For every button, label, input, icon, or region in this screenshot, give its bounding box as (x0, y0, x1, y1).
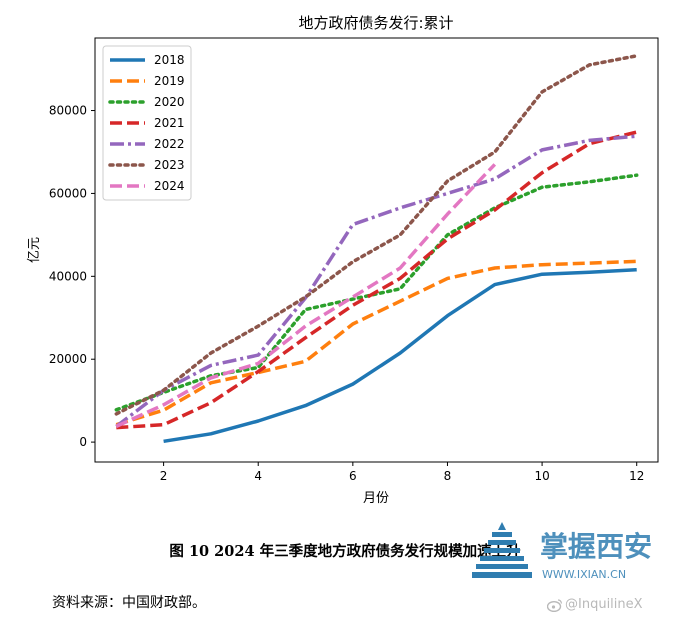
series-line-2019 (115, 259, 637, 427)
x-tick-label: 8 (444, 469, 452, 483)
plot-area-frame (94, 37, 659, 463)
pagoda-icon (472, 522, 532, 578)
legend-label-2018: 2018 (154, 53, 185, 67)
chart: 地方政府债务发行:累计 2 4 6 8 10 12 0 20000 40000 60000 8000… (27, 14, 659, 506)
legend-label-2021: 2021 (154, 116, 185, 130)
watermark-logo-text: 掌握西安 (540, 530, 652, 563)
legend-label-2019: 2019 (154, 74, 185, 88)
y-tick-label: 20000 (49, 352, 87, 366)
series-line-2024 (115, 163, 497, 428)
x-tick-label: 6 (349, 469, 357, 483)
x-tick-label: 10 (534, 469, 549, 483)
watermark-logo: 掌握西安 WWW.IXIAN.CN (472, 522, 652, 581)
legend: 2018 2019 2020 2021 2022 2023 2024 (102, 45, 192, 201)
x-axis-label: 月份 (363, 491, 389, 506)
watermark-handle: @InquilineX (565, 597, 643, 612)
source-note: 资料来源：中国财政部。 (52, 595, 206, 611)
legend-label-2024: 2024 (154, 179, 185, 193)
legend-label-2022: 2022 (154, 137, 185, 151)
series-line-2023 (114, 54, 639, 416)
chart-title: 地方政府债务发行:累计 (298, 14, 453, 32)
y-tick-label: 80000 (49, 104, 87, 118)
series-line-2020 (114, 173, 639, 412)
series-line-2021 (116, 130, 638, 430)
series-line-2018 (163, 267, 637, 444)
series-line-2022 (115, 134, 637, 428)
y-axis-label: 亿元 (27, 237, 42, 263)
legend-label-2020: 2020 (154, 95, 185, 109)
y-tick-label: 40000 (49, 269, 87, 283)
weibo-icon (547, 599, 563, 612)
y-tick-label: 60000 (49, 186, 87, 200)
legend-box (102, 45, 192, 201)
figure-caption: 图 10 2024 年三季度地方政府债务发行规模加速上升 (169, 543, 521, 560)
watermark-logo-url: WWW.IXIAN.CN (542, 568, 626, 581)
x-tick-label: 4 (254, 469, 262, 483)
axis-ticks: 2 4 6 8 10 12 0 20000 40000 60000 80000 (49, 104, 645, 483)
x-tick-label: 12 (629, 469, 644, 483)
series-lines (114, 54, 639, 444)
legend-label-2023: 2023 (154, 158, 185, 172)
x-tick-label: 2 (160, 469, 168, 483)
y-tick-label: 0 (79, 435, 87, 449)
